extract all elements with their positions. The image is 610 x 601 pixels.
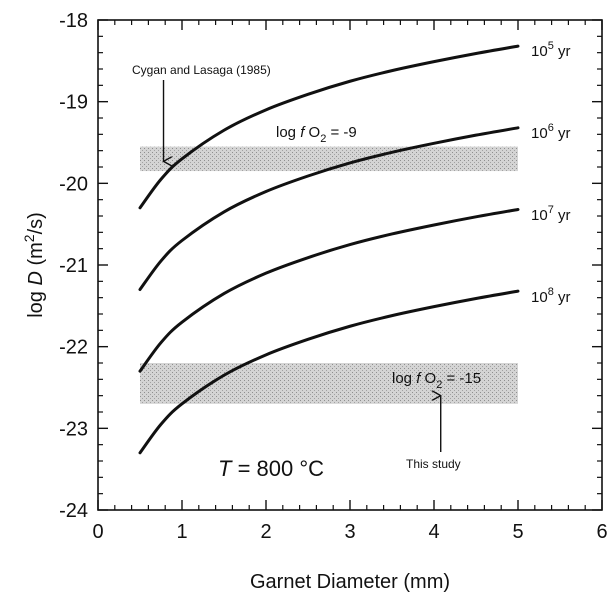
series-line-4 — [138, 289, 520, 455]
series-line-3 — [138, 207, 520, 373]
series-label-1e5: 105 yr — [531, 40, 570, 60]
series-label-1e7: 107 yr — [531, 204, 570, 224]
y-tick-label: -20 — [59, 173, 88, 195]
temperature-label: T = 800 °C — [218, 456, 324, 481]
plot-frame — [97, 19, 603, 511]
y-tick-label: -23 — [59, 418, 88, 440]
series-layer — [138, 44, 520, 455]
x-tick-label: 3 — [344, 521, 355, 543]
series-line-1 — [138, 44, 520, 210]
x-tick-label: 6 — [596, 521, 607, 543]
x-tick-label: 0 — [92, 521, 103, 543]
y-tick-label: -24 — [59, 500, 88, 522]
shaded-band-1 — [140, 146, 518, 172]
series-label-1e6: 106 yr — [531, 122, 570, 142]
series-label-1e8: 108 yr — [531, 286, 570, 306]
bands-layer — [140, 146, 518, 404]
y-tick-label: -21 — [59, 255, 88, 277]
shaded-band-2 — [140, 363, 518, 404]
x-tick-label: 2 — [260, 521, 271, 543]
x-tick-label: 4 — [428, 521, 439, 543]
cygan-lasaga-label: Cygan and Lasaga (1985) — [132, 63, 271, 77]
fo2-low-label: log f O2 = -15 — [392, 370, 481, 391]
y-tick-label: -22 — [59, 337, 88, 359]
ticks-layer: 0 1 2 3 4 5 6 -24 -23 -22 -21 -20 -19 -18 — [59, 10, 607, 543]
this-study-label: This study — [406, 457, 461, 471]
fo2-high-label: log f O2 = -9 — [276, 124, 357, 145]
series-line-2 — [138, 126, 520, 291]
x-tick-label: 5 — [512, 521, 523, 543]
y-axis-title: log D (m2/s) — [21, 212, 47, 318]
x-tick-label: 1 — [176, 521, 187, 543]
x-axis-title: Garnet Diameter (mm) — [250, 571, 450, 593]
y-tick-label: -19 — [59, 92, 88, 114]
y-tick-label: -18 — [59, 10, 88, 32]
